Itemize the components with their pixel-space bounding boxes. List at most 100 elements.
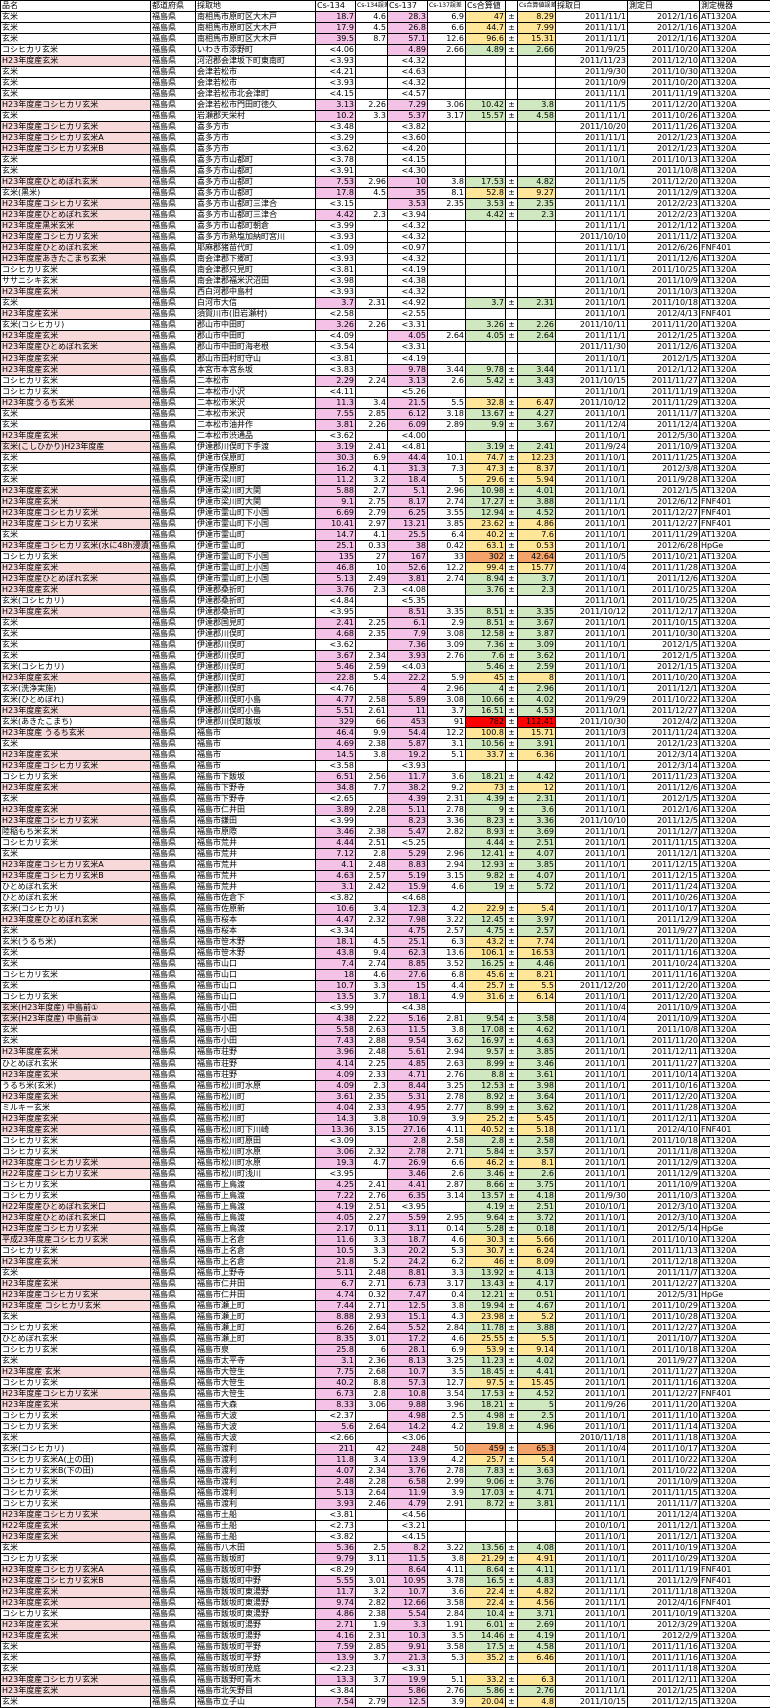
cell-cs137-error: 6.2 [428, 1256, 466, 1267]
cell-cs-total: 13.92 [466, 1267, 506, 1278]
cell-cs-total-error: 4.62 [518, 1025, 556, 1036]
cell-cs137: 19.2 [388, 750, 428, 761]
cell-product: コシヒカリ玄米 [1, 1499, 151, 1510]
cell-cs137-error: 2.76 [428, 650, 466, 661]
cell-prefecture: 福島県 [151, 1300, 196, 1311]
cell-cs-total-error: 3.6 [518, 805, 556, 816]
cell-measure-date: 2011/10/15 [628, 617, 700, 628]
cell-cs-total-error: 2.31 [518, 794, 556, 805]
cell-cs134: 3.96 [316, 1047, 356, 1058]
cell-sample-date: 2011/11/1 [556, 89, 628, 100]
cell-measure-date: 2011/11/28 [628, 1102, 700, 1113]
cell-cs137-error: 2.58 [428, 1135, 466, 1146]
cell-cs-total [466, 67, 506, 78]
header-cs137: Cs-137 [388, 1, 428, 12]
cell-cs137: <4.57 [388, 89, 428, 100]
cell-cs137: 17.2 [388, 1333, 428, 1344]
cell-cs134-error: 3.06 [356, 1399, 388, 1410]
cell-cs137-error: 3.7 [428, 706, 466, 717]
cell-cs-total: 100.8 [466, 728, 506, 739]
cell-instrument: AT1320A [700, 860, 770, 871]
cell-sample-date: 2011/10/1 [556, 992, 628, 1003]
cell-instrument: AT1320A [700, 706, 770, 717]
cell-cs-total [466, 155, 506, 166]
cell-pm [506, 254, 518, 265]
cell-cs137-error: 4.2 [428, 1455, 466, 1466]
cell-product: 玄米 [1, 1433, 151, 1444]
cell-location: 伊達郡川俣町 [196, 639, 316, 650]
cell-cs-total-error: 2.51 [518, 1201, 556, 1212]
cell-cs137: 28.3 [388, 12, 428, 23]
cell-pm: ± [506, 1355, 518, 1366]
cell-pm: ± [506, 1201, 518, 1212]
cell-measure-date: 2011/11/25 [628, 452, 700, 463]
cell-cs134-error: 3.3 [356, 981, 388, 992]
cell-cs-total: 17.27 [466, 496, 506, 507]
cell-cs-total: 97.5 [466, 1377, 506, 1388]
cell-cs-total [466, 309, 506, 320]
cell-sample-date: 2011/11/1 [556, 496, 628, 507]
cell-location: 伊達郡川俣町 [196, 650, 316, 661]
cell-cs-total-error: 4.56 [518, 1598, 556, 1609]
cell-cs134-error [356, 1003, 388, 1014]
cell-pm: ± [506, 463, 518, 474]
cell-cs134-error: 4.5 [356, 937, 388, 948]
cell-cs-total: 3.76 [466, 584, 506, 595]
cell-cs-total [466, 1510, 506, 1521]
cell-measure-date: 2011/10/20 [628, 45, 700, 56]
cell-measure-date: 2011/11/27 [628, 1058, 700, 1069]
cell-cs137: 4.41 [388, 1179, 428, 1190]
cell-cs134-error [356, 794, 388, 805]
cell-cs134: <3.98 [316, 276, 356, 287]
cell-cs137-error [428, 232, 466, 243]
cell-product: 玄米 [1, 794, 151, 805]
cell-cs-total-error: 2.66 [518, 45, 556, 56]
cell-location: 河沼郡会津坂下町東南町 [196, 56, 316, 67]
cell-cs134-error [356, 639, 388, 650]
cell-pm: ± [506, 1554, 518, 1565]
cell-product: H23年度産あきたこまち玄米 [1, 254, 151, 265]
cell-prefecture: 福島県 [151, 100, 196, 111]
cell-cs-total: 302 [466, 551, 506, 562]
cell-measure-date: 2012/2/23 [628, 210, 700, 221]
cell-cs-total: 6.01 [466, 1620, 506, 1631]
cell-cs134-error [356, 265, 388, 276]
cell-location: 福島市仁井田 [196, 805, 316, 816]
cell-cs134: <3.93 [316, 78, 356, 89]
cell-pm: ± [506, 1488, 518, 1499]
cell-instrument: AT1320A [700, 1377, 770, 1388]
cell-cs-total [466, 221, 506, 232]
cell-instrument: AT1320A [700, 1190, 770, 1201]
cell-prefecture: 福島県 [151, 816, 196, 827]
cell-sample-date: 2011/11/1 [556, 199, 628, 210]
cell-cs-total [466, 1664, 506, 1675]
cell-cs134-error: 3.2 [356, 1587, 388, 1598]
cell-product: コシヒカリ玄米A(上の田) [1, 1455, 151, 1466]
cell-instrument: AT1320A [700, 100, 770, 111]
cell-cs137: <4.19 [388, 265, 428, 276]
cell-sample-date: 2011/10/1 [556, 1212, 628, 1223]
cell-cs134-error: 3.4 [356, 397, 388, 408]
cell-cs137: 9.54 [388, 1036, 428, 1047]
cell-sample-date: 2011/10/1 [556, 1675, 628, 1686]
cell-cs137-error [428, 67, 466, 78]
cell-cs137: 4.95 [388, 1102, 428, 1113]
cell-cs137-error: 2.96 [428, 849, 466, 860]
cell-cs-total-error [518, 155, 556, 166]
cell-product: 玄米 [1, 529, 151, 540]
cell-sample-date: 2011/10/4 [556, 1003, 628, 1014]
cell-product: H23年度産コシヒカリ玄米A [1, 1565, 151, 1576]
cell-cs134: <3.29 [316, 133, 356, 144]
cell-measure-date: 2011/11/28 [628, 562, 700, 573]
cell-cs137-error: 3.08 [428, 628, 466, 639]
